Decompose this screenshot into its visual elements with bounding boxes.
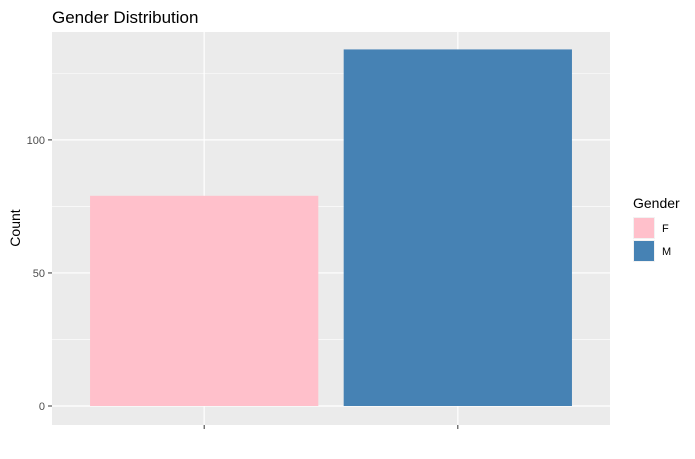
legend: Gender FM <box>633 195 680 262</box>
legend-swatch-m <box>634 241 654 261</box>
y-tick-label: 100 <box>27 135 45 147</box>
legend-items: FM <box>633 217 671 262</box>
bar-f <box>90 195 319 406</box>
y-tick-label: 50 <box>33 268 45 280</box>
legend-label: F <box>662 223 669 235</box>
chart-title: Gender Distribution <box>52 8 198 27</box>
legend-label: M <box>662 246 671 258</box>
bar-m <box>343 49 572 407</box>
legend-title: Gender <box>633 195 680 211</box>
bars <box>90 49 572 407</box>
y-tick-label: 0 <box>39 401 45 413</box>
legend-swatch-f <box>634 218 654 238</box>
y-axis-label: Count <box>7 209 23 246</box>
axes: 0 50 100 <box>27 135 459 429</box>
